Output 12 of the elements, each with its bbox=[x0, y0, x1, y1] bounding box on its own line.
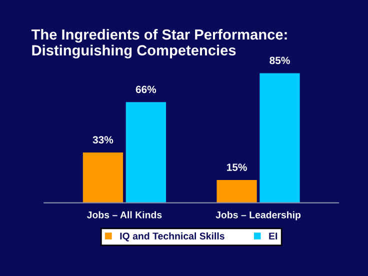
bar bbox=[216, 180, 257, 203]
data-label: 15% bbox=[227, 164, 247, 171]
x-tick-label: Jobs – Leadership bbox=[216, 211, 301, 220]
legend-label: EI bbox=[269, 232, 278, 240]
data-label: 66% bbox=[136, 86, 156, 94]
legend-label: IQ and Technical Skills bbox=[120, 232, 224, 242]
data-label: 85% bbox=[270, 56, 290, 64]
data-label: 33% bbox=[92, 136, 114, 144]
bar bbox=[82, 152, 124, 203]
x-tick-label: Jobs – All Kinds bbox=[86, 211, 162, 218]
bar bbox=[260, 73, 300, 203]
bar bbox=[126, 102, 166, 203]
